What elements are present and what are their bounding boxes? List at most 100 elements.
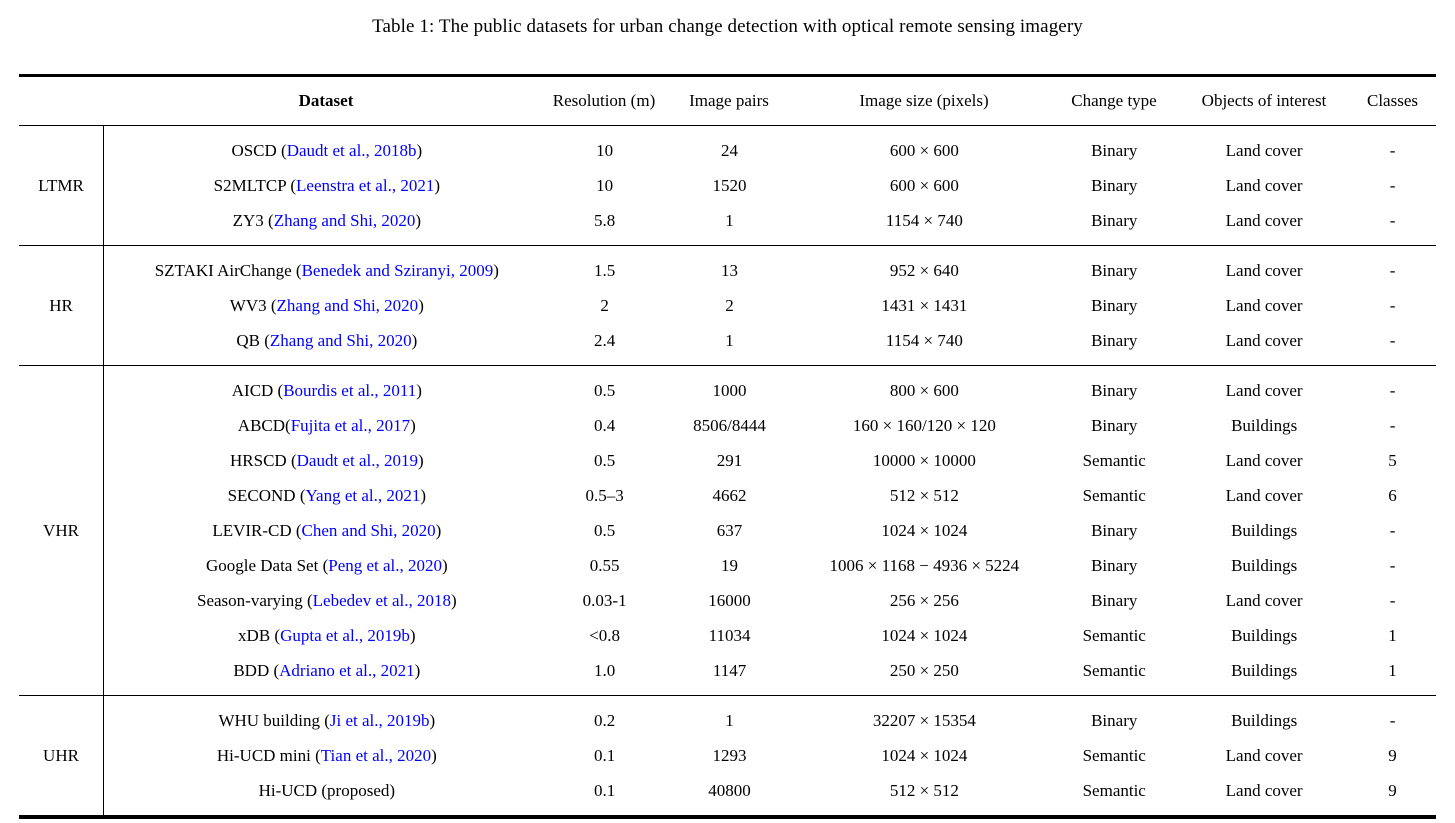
classes-cell: - [1389,295,1396,315]
resolution-cell: 0.5 [593,450,616,470]
dataset-suffix: ) [414,660,421,680]
classes-cell: - [1389,555,1396,575]
table-row: HRSCD (Daudt et al., 2019) 0.5 291 10000… [104,443,1436,478]
classes-cell: 9 [1388,780,1397,800]
image-size-cell: 512 × 512 [889,485,959,505]
dataset-suffix: ) [416,380,422,400]
table-row: BDD (Adriano et al., 2021) 1.0 1147 250 … [104,653,1436,688]
image-size-cell: 256 × 256 [889,590,959,610]
group-label-cell: VHR [19,366,103,695]
table-group: UHR WHU building (Ji et al., 2019b) 0.2 … [19,695,1436,815]
image-pairs-cell: 2 [725,295,734,315]
dataset-suffix: ) [415,210,422,230]
table-row: Hi-UCD mini (Tian et al., 2020) 0.1 1293… [104,738,1436,773]
dataset-prefix: WV3 ( [229,295,277,315]
change-type-cell: Binary [1091,555,1138,575]
change-type-cell: Binary [1091,520,1138,540]
table-row: ABCD(Fujita et al., 2017) 0.4 8506/8444 … [104,408,1436,443]
citation-link[interactable]: Yang et al., 2021 [305,485,421,505]
citation-link[interactable]: Benedek and Sziranyi, 2009 [301,260,494,280]
resolution-cell: 0.5 [593,520,616,540]
resolution-cell: 0.4 [593,415,616,435]
dataset-cell: xDB (Gupta et al., 2019b) [104,626,550,646]
objects-cell: Land cover [1225,175,1303,195]
citation-link[interactable]: Chen and Shi, 2020 [301,520,436,540]
citation-link[interactable]: Zhang and Shi, 2020 [276,295,419,315]
change-type-cell: Semantic [1082,745,1146,765]
table-row: Hi-UCD (proposed) 0.1 40800 512 × 512 Se… [104,773,1436,808]
dataset-prefix: WHU building ( [218,710,330,730]
dataset-prefix: ABCD( [237,415,291,435]
image-size-cell: 1154 × 740 [885,330,963,350]
image-size-cell: 1024 × 1024 [881,745,968,765]
citation-link[interactable]: Fujita et al., 2017 [290,415,411,435]
dataset-cell: OSCD (Daudt et al., 2018b) [104,141,550,161]
table-row: SZTAKI AirChange (Benedek and Sziranyi, … [104,253,1436,288]
dataset-prefix: LEVIR-CD ( [212,520,302,540]
dataset-prefix: AICD ( [231,380,284,400]
objects-cell: Land cover [1225,745,1303,765]
objects-cell: Buildings [1231,660,1298,680]
resolution-cell: 0.03-1 [582,590,627,610]
objects-cell: Land cover [1225,295,1303,315]
objects-cell: Land cover [1225,260,1303,280]
objects-cell: Buildings [1231,710,1298,730]
image-pairs-cell: 1147 [712,660,747,680]
header-classes: Classes [1367,91,1418,110]
citation-link[interactable]: Ji et al., 2019b [329,710,430,730]
table-row: WV3 (Zhang and Shi, 2020) 2 2 1431 × 143… [104,288,1436,323]
classes-cell: - [1389,520,1396,540]
dataset-prefix: Season-varying ( [197,590,313,610]
group-rows: SZTAKI AirChange (Benedek and Sziranyi, … [103,246,1436,365]
group-label-cell: HR [19,246,103,365]
group-rows: AICD (Bourdis et al., 2011) 0.5 1000 800… [103,366,1436,695]
citation-link[interactable]: Peng et al., 2020 [328,555,443,575]
objects-cell: Land cover [1225,590,1303,610]
objects-cell: Land cover [1225,780,1303,800]
dataset-suffix: ) [409,625,416,645]
change-type-cell: Semantic [1082,485,1146,505]
resolution-cell: 2.4 [593,330,616,350]
group-label-cell: LTMR [19,126,103,245]
citation-link[interactable]: Bourdis et al., 2011 [283,380,417,400]
classes-cell: - [1389,590,1396,610]
objects-cell: Buildings [1231,555,1298,575]
dataset-suffix: ) [442,555,448,575]
image-pairs-cell: 1000 [712,380,747,400]
classes-cell: - [1389,210,1396,230]
resolution-cell: 10 [596,175,614,195]
citation-link[interactable]: Lebedev et al., 2018 [312,590,451,610]
image-size-cell: 32207 × 15354 [872,710,976,730]
dataset-suffix: ) [429,710,436,730]
citation-link[interactable]: Daudt et al., 2019 [296,450,418,470]
citation-link[interactable]: Zhang and Shi, 2020 [273,210,416,230]
image-size-cell: 952 × 640 [889,260,959,280]
objects-cell: Land cover [1225,485,1303,505]
classes-cell: - [1389,415,1396,435]
citation-link[interactable]: Daudt et al., 2018b [286,140,417,160]
image-pairs-cell: 1293 [712,745,747,765]
objects-cell: Buildings [1231,520,1298,540]
dataset-prefix: ZY3 ( [232,210,274,230]
image-size-cell: 512 × 512 [889,780,959,800]
table-body: LTMR OSCD (Daudt et al., 2018b) 10 24 60… [19,126,1436,815]
datasets-table: Dataset Resolution (m) Image pairs Image… [19,74,1436,819]
citation-link[interactable]: Zhang and Shi, 2020 [269,330,412,350]
table-row: S2MLTCP (Leenstra et al., 2021) 10 1520 … [104,168,1436,203]
citation-link[interactable]: Tian et al., 2020 [320,745,432,765]
classes-cell: - [1389,330,1396,350]
change-type-cell: Binary [1091,415,1138,435]
citation-link[interactable]: Gupta et al., 2019b [280,625,410,645]
classes-cell: - [1389,140,1396,160]
citation-link[interactable]: Adriano et al., 2021 [279,660,415,680]
resolution-cell: 0.5–3 [585,485,624,505]
dataset-suffix: ) [410,415,416,435]
objects-cell: Buildings [1231,625,1298,645]
dataset-cell: Hi-UCD (proposed) [104,781,550,801]
dataset-suffix: ) [416,140,423,160]
dataset-cell: HRSCD (Daudt et al., 2019) [104,451,550,471]
header-image-size: Image size (pixels) [859,91,989,110]
dataset-suffix: ) [418,295,424,315]
citation-link[interactable]: Leenstra et al., 2021 [296,175,435,195]
objects-cell: Land cover [1225,380,1303,400]
